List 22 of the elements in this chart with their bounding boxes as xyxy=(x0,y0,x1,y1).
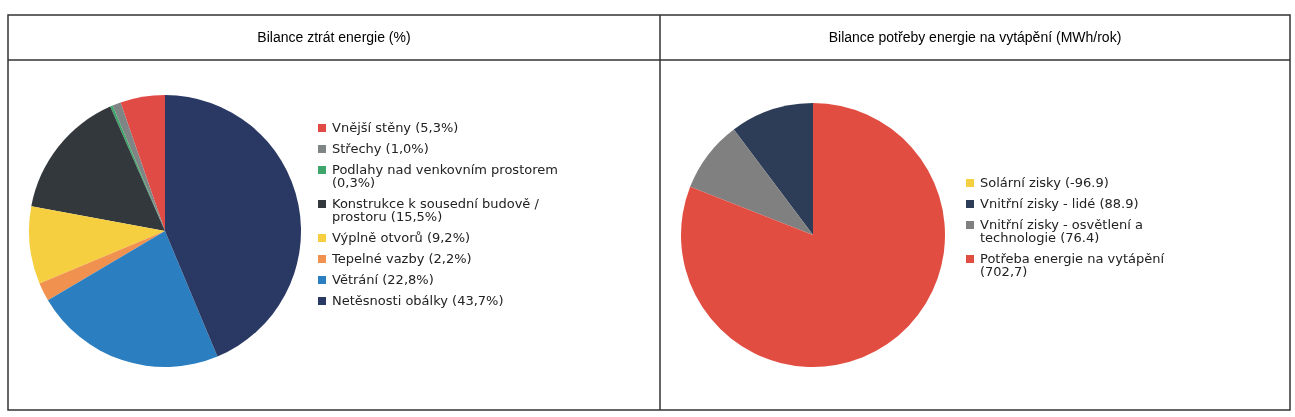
data-label: (702,7) xyxy=(980,264,1028,279)
data-label: (0,3%) xyxy=(332,175,376,190)
legend-label: Podlahy nad venkovním prostorem xyxy=(332,162,558,177)
legend-label: Větrání (22,8%) xyxy=(332,272,434,287)
pie-slice xyxy=(165,95,301,357)
legend-label: Výplně otvorů (9,2%) xyxy=(332,230,471,245)
legend-label: Konstrukce k sousední budově / prostoru (15,5%) xyxy=(332,196,540,224)
pie-slice xyxy=(31,106,165,231)
pie-slice xyxy=(47,231,218,367)
legend-label: Tepelné vazby (2,2%) xyxy=(331,251,472,266)
legend-label: Vnější stěny (5,3%) xyxy=(332,120,459,135)
pie-slice xyxy=(29,206,165,284)
pie-slice xyxy=(39,231,165,301)
legend-label: Vnitřní zisky - osvětlení a technologie (76.4) xyxy=(980,217,1143,245)
legend-label: Vnitřní zisky - lidé (88.9) xyxy=(980,196,1139,211)
legend-label: Střechy (1,0%) xyxy=(332,141,429,156)
chart-title: Bilance ztrát energie (%) xyxy=(257,29,411,45)
legend-label: Solární zisky (-96.9) xyxy=(980,175,1109,190)
chart-title: Bilance potřeby energie na vytápění (MWh/rok) xyxy=(828,29,1122,45)
pie-slice xyxy=(120,95,165,231)
legend-label: Potřeba energie na vytápění xyxy=(980,251,1165,266)
legend-label: Netěsnosti obálky (43,7%) xyxy=(332,293,504,308)
